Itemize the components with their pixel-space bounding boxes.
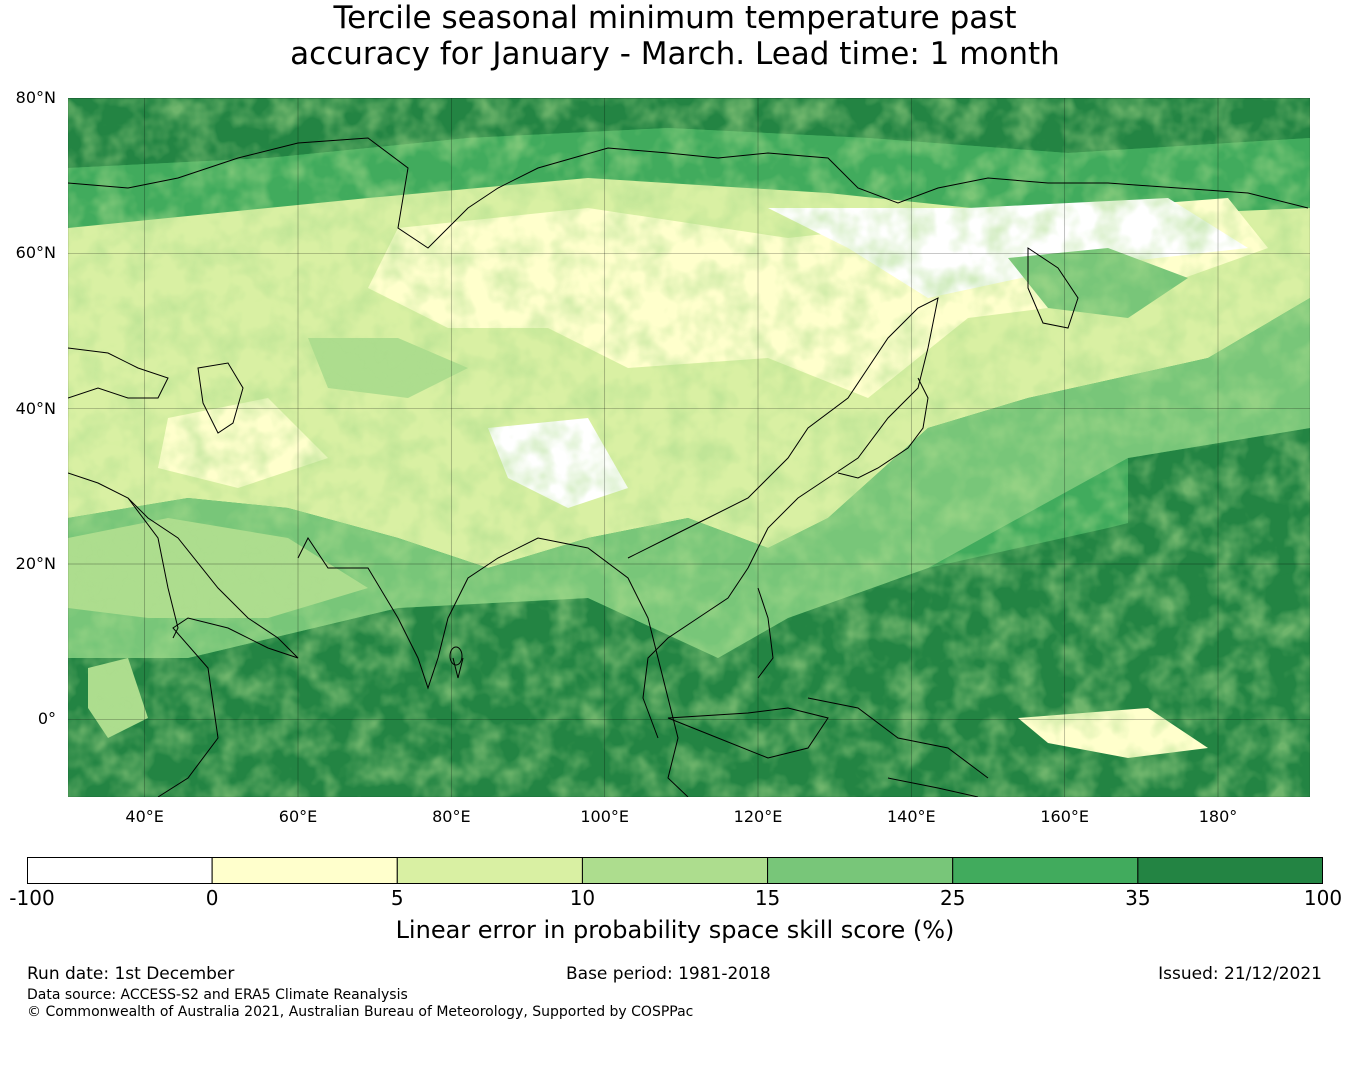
colorbar-tick-label: -100 xyxy=(9,886,55,910)
colorbar-bin xyxy=(211,857,398,884)
colorbar xyxy=(27,857,1323,884)
colorbar-bin xyxy=(767,857,954,884)
title-line-1: Tercile seasonal minimum temperature pas… xyxy=(333,0,1017,36)
colorbar-bin xyxy=(952,857,1139,884)
colorbar-tick-label: 5 xyxy=(390,886,404,910)
colorbar-tick-label: 15 xyxy=(754,886,781,910)
lon-tick-label: 80°E xyxy=(432,807,471,826)
coastlines xyxy=(68,137,1309,797)
lat-tick-label: 40°N xyxy=(15,398,56,418)
base-period: Base period: 1981-2018 xyxy=(566,964,771,984)
skill-score-map xyxy=(68,98,1310,797)
lat-tick-label: 0° xyxy=(37,709,56,729)
gridlines xyxy=(68,98,1310,797)
map-canvas xyxy=(68,98,1310,797)
lon-tick-label: 180° xyxy=(1198,807,1238,826)
colorbar-bin xyxy=(1137,857,1323,884)
skill-texture xyxy=(68,98,1310,797)
colorbar-bin xyxy=(396,857,583,884)
lat-tick-label: 80°N xyxy=(15,88,56,107)
lon-tick-label: 60°E xyxy=(278,807,318,826)
colorbar-tick-label: 10 xyxy=(569,886,596,910)
colorbar-tick-label: 100 xyxy=(1303,886,1343,910)
colorbar-tick-label: 35 xyxy=(1125,886,1151,910)
colorbar-tick-label: 25 xyxy=(939,886,966,910)
lon-tick-label: 100°E xyxy=(580,807,629,826)
lat-tick-label: 60°N xyxy=(15,243,56,263)
colorbar-bin xyxy=(581,857,769,884)
data-source: Data source: ACCESS-S2 and ERA5 Climate … xyxy=(27,987,408,1003)
lon-tick-label: 160°E xyxy=(1040,807,1089,826)
lon-tick-label: 140°E xyxy=(887,807,936,826)
lon-tick-label: 40°E xyxy=(125,807,164,826)
copyright: © Commonwealth of Australia 2021, Austra… xyxy=(27,1004,694,1020)
title-line-2: accuracy for January - March. Lead time:… xyxy=(290,36,1060,72)
chart-title: Tercile seasonal minimum temperature pas… xyxy=(0,0,1350,72)
run-date: Run date: 1st December xyxy=(27,964,235,984)
lat-tick-label: 20°N xyxy=(15,554,56,573)
colorbar-bin xyxy=(27,857,213,884)
colorbar-label: Linear error in probability space skill … xyxy=(395,916,955,944)
lon-tick-label: 120°E xyxy=(733,807,783,826)
issued-date: Issued: 21/12/2021 xyxy=(1158,964,1322,984)
colorbar-outline xyxy=(27,857,1323,884)
colorbar-tick-label: 0 xyxy=(205,886,219,910)
